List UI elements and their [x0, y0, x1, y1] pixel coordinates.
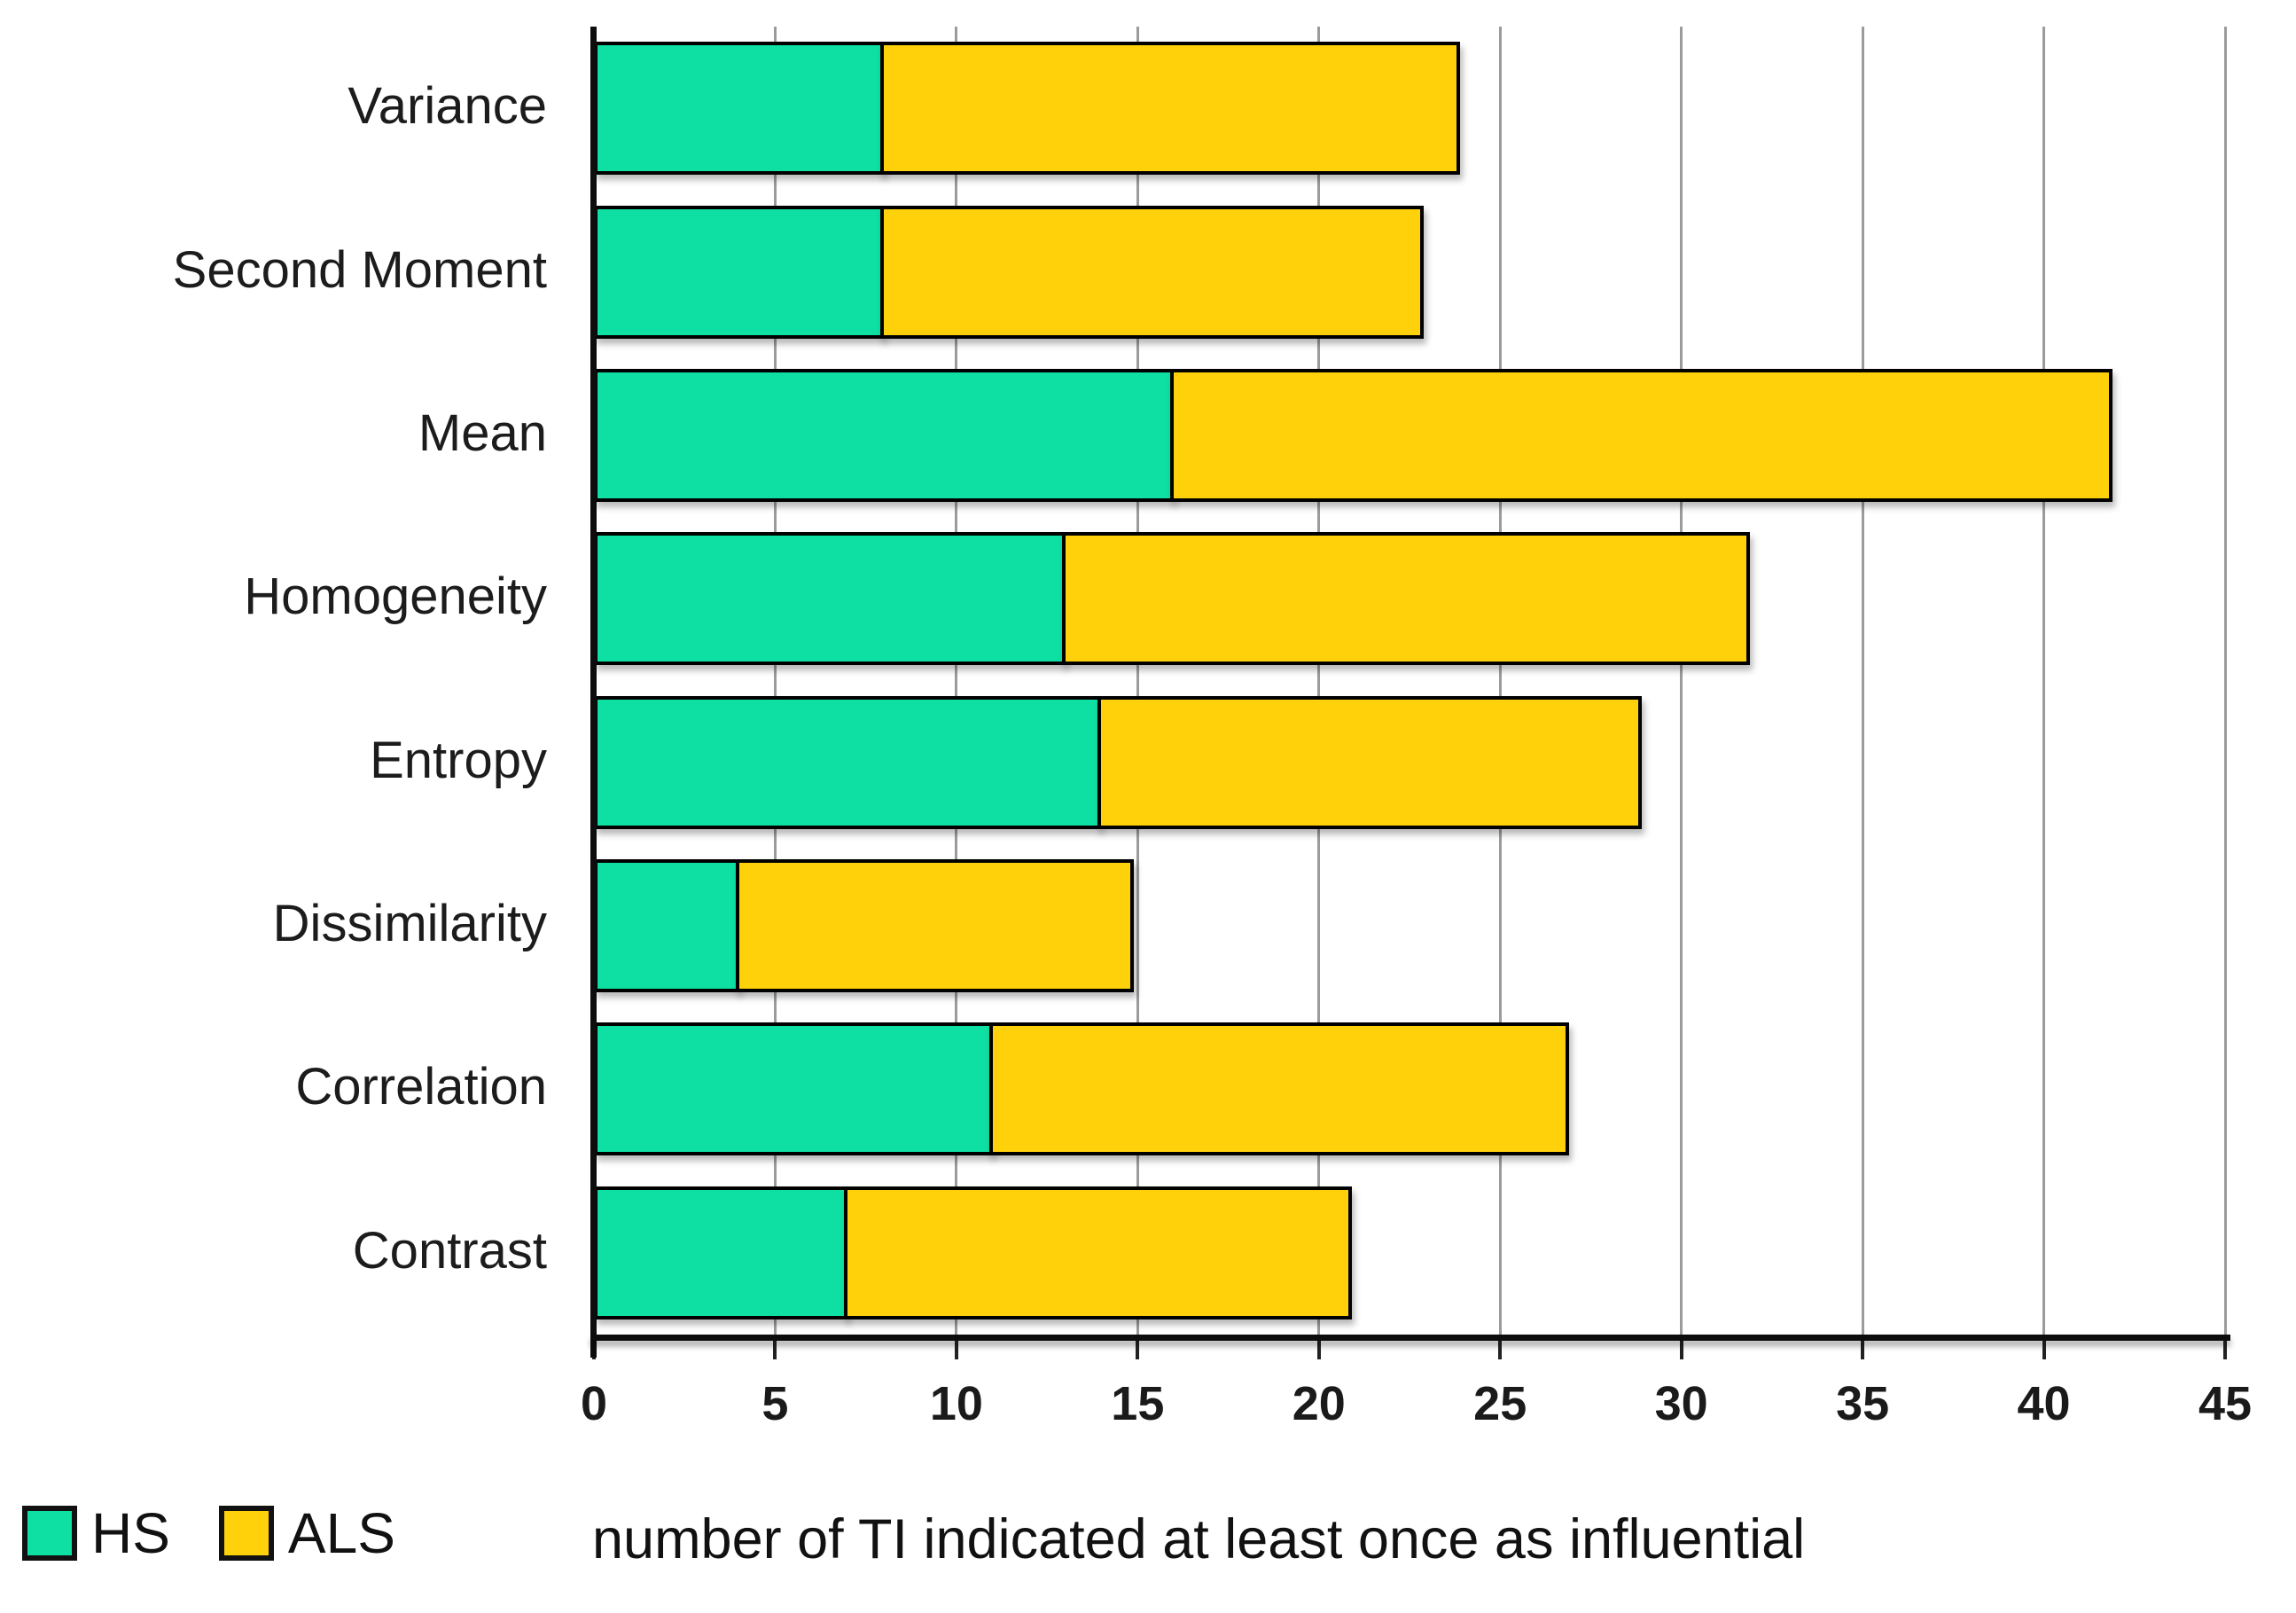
bar-segment-als [735, 859, 1135, 993]
bar-segment-als [1097, 695, 1642, 829]
category-label: Dissimilarity [272, 895, 547, 953]
legend-label: ALS [287, 1501, 395, 1565]
gridline [1680, 27, 1683, 1335]
bar-segment-als [880, 205, 1425, 339]
x-tick-label: 10 [929, 1377, 983, 1430]
bar-row [594, 368, 2225, 502]
x-tick-label: 35 [1836, 1377, 1890, 1430]
gridline [773, 27, 777, 1335]
x-axis-line [590, 1335, 2230, 1341]
gridline [955, 27, 958, 1335]
bar-segment-als [1170, 368, 2113, 502]
category-label: Contrast [352, 1221, 547, 1280]
x-tick-label: 15 [1111, 1377, 1165, 1430]
bar-row [594, 1186, 2225, 1319]
bar-segment-hs [594, 205, 885, 339]
axis-tick-mark [1679, 1335, 1683, 1359]
x-tick-label: 25 [1473, 1377, 1527, 1430]
bar-row [594, 42, 2225, 176]
category-label: Variance [348, 77, 547, 136]
axis-tick-mark [2042, 1335, 2046, 1359]
bar-segment-hs [594, 368, 1175, 502]
gridline [1317, 27, 1321, 1335]
bar-segment-als [844, 1186, 1352, 1319]
x-tick-label: 0 [580, 1377, 608, 1430]
bar-segment-hs [594, 859, 739, 993]
gridline [1861, 27, 1864, 1335]
axis-tick-mark [1498, 1335, 1503, 1359]
axis-tick-mark [1136, 1335, 1140, 1359]
axis-tick-mark [773, 1335, 777, 1359]
plot-area [594, 27, 2227, 1335]
bar-segment-hs [594, 42, 885, 176]
bar-row [594, 859, 2225, 993]
gridline [2042, 27, 2046, 1335]
category-label: Correlation [295, 1058, 547, 1116]
x-tick-label: 5 [761, 1377, 789, 1430]
category-label: Mean [418, 403, 547, 462]
bar-segment-hs [594, 532, 1066, 666]
x-tick-label: 20 [1292, 1377, 1346, 1430]
y-axis-category-labels: Variance Second Moment Mean Homogeneity Entr… [0, 27, 563, 1335]
legend-item-als: ALS [218, 1500, 395, 1566]
bar-segment-als [1061, 532, 1751, 666]
legend-swatch-als [218, 1506, 274, 1561]
chart-legend: HS ALS [22, 1500, 395, 1566]
x-tick-label: 40 [2017, 1377, 2071, 1430]
bar-segment-hs [594, 695, 1102, 829]
axis-tick-mark [1316, 1335, 1321, 1359]
bar-segment-hs [594, 1186, 848, 1319]
legend-swatch-hs [22, 1506, 77, 1561]
gridline [1498, 27, 1502, 1335]
axis-tick-mark [1861, 1335, 1865, 1359]
legend-label: HS [91, 1501, 170, 1565]
gridline [1136, 27, 1139, 1335]
bar-segment-als [988, 1022, 1569, 1156]
bar-row [594, 205, 2225, 339]
axis-tick-mark [954, 1335, 958, 1359]
bar-row [594, 695, 2225, 829]
x-tick-label: 45 [2198, 1377, 2253, 1430]
x-tick-label: 30 [1654, 1377, 1708, 1430]
bar-segment-als [880, 42, 1461, 176]
category-label: Entropy [370, 731, 547, 789]
x-axis-title: number of TI indicated at least once as … [592, 1508, 1806, 1570]
bar-row [594, 1022, 2225, 1156]
category-label: Homogeneity [244, 568, 547, 626]
category-label: Second Moment [172, 240, 547, 299]
gridline [2223, 27, 2227, 1335]
bar-segment-hs [594, 1022, 993, 1156]
legend-item-hs: HS [22, 1500, 170, 1566]
axis-tick-mark [2223, 1335, 2227, 1359]
y-axis-line [590, 27, 597, 1358]
bar-row [594, 532, 2225, 666]
